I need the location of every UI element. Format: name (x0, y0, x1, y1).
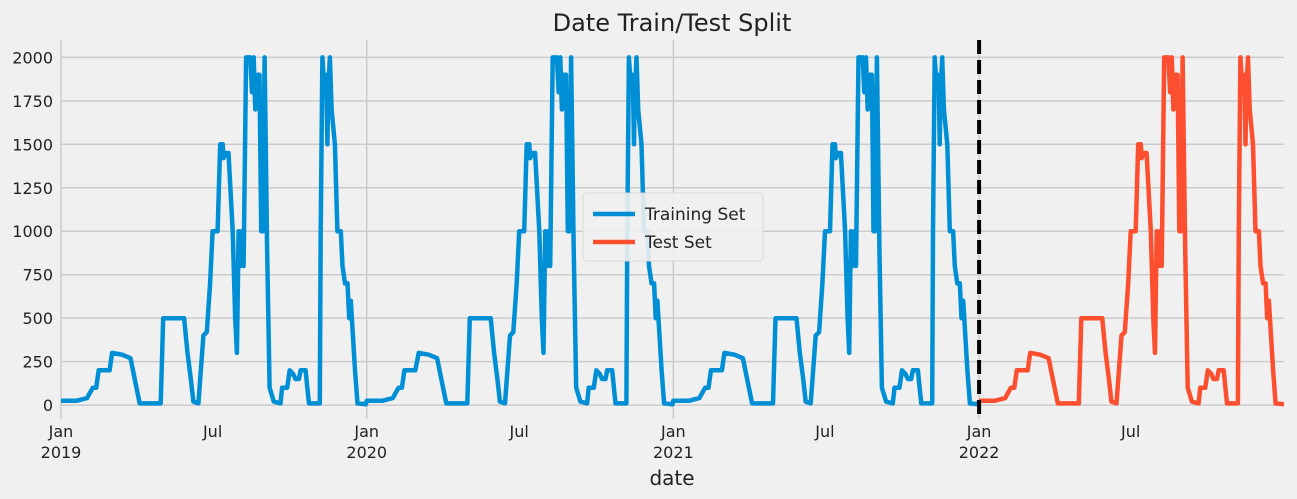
x-tick-label: Jan (966, 422, 992, 441)
x-axis: Jan 2019 Jul Jan 2020 Jul Jan 2021 Jul Jan 2022 Jul (41, 422, 1141, 462)
x-tick-label: Jul (1120, 422, 1140, 441)
y-tick-label: 1000 (12, 222, 53, 241)
series-lines (61, 55, 1285, 407)
chart-title: Date Train/Test Split (553, 9, 792, 37)
y-axis: 0 250 500 750 1000 1250 1500 1750 2000 (12, 48, 53, 415)
x-tick-label: Jan (353, 422, 379, 441)
y-tick-label: 250 (22, 353, 53, 372)
legend-label: Test Set (644, 233, 712, 253)
series-line (61, 55, 982, 407)
y-tick-label: 2000 (12, 48, 53, 67)
x-tick-label: Jul (814, 422, 834, 441)
y-tick-label: 1250 (12, 179, 53, 198)
legend-label: Training Set (644, 205, 746, 225)
y-tick-label: 0 (43, 396, 53, 415)
x-tick-label: Jul (509, 422, 529, 441)
y-tick-label: 1500 (12, 135, 53, 154)
y-tick-label: 750 (22, 266, 53, 285)
x-tick-label: Jan (48, 422, 74, 441)
x-tick-label: Jul (202, 422, 222, 441)
x-tick-year-label: 2021 (653, 443, 694, 462)
y-tick-label: 500 (22, 309, 53, 328)
x-tick-year-label: 2020 (346, 443, 387, 462)
legend: Training Set Test Set (582, 192, 764, 262)
y-tick-label: 1750 (12, 92, 53, 111)
x-tick-year-label: 2022 (959, 443, 1000, 462)
series-line (979, 55, 1285, 407)
x-tick-year-label: 2019 (41, 443, 82, 462)
x-tick-label: Jan (660, 422, 686, 441)
x-axis-label: date (649, 466, 694, 490)
